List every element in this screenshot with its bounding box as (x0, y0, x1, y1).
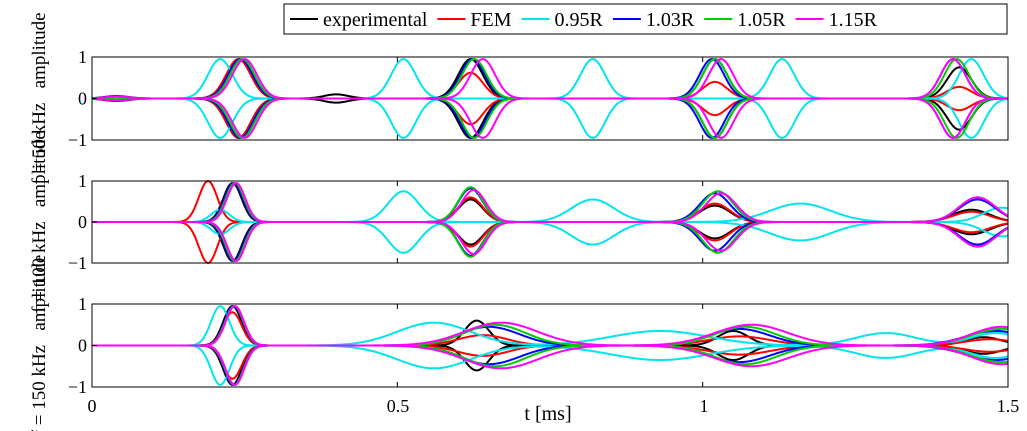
x-tick-label: 0 (88, 396, 97, 416)
panel-2: 1 0 −1 f = 100 kHz amplitude (29, 131, 1009, 313)
y-tick-label: 1 (78, 171, 87, 191)
series-line-1.15R-lower (92, 221, 1008, 262)
series-line-1.05R-lower (92, 221, 1008, 262)
series-group (92, 180, 1008, 264)
legend-label: experimental (323, 9, 428, 31)
series-line-0.95R-lower (92, 344, 1008, 386)
series-line-0.95R-upper (92, 305, 1008, 347)
series-line-1.15R-lower (92, 97, 1008, 139)
panel-3: 10−1f = 150 kHz amplitude (29, 255, 1009, 431)
series-line-1.15R-lower (92, 344, 1008, 386)
legend-entry: 0.95R (521, 9, 604, 31)
y-tick-label: 1 (78, 294, 87, 314)
x-tick-label: 1.5 (997, 396, 1020, 416)
y-tick-label: −1 (68, 253, 87, 273)
y-axis-label: f = 50 kHz amplitude (29, 12, 50, 184)
series-line-1.15R-upper (92, 305, 1008, 347)
legend-entry: experimental (290, 9, 428, 31)
y-tick-label: 0 (78, 212, 87, 232)
legend-entries: experimental FEM 0.95R 1.03R 1.05R 1.15R (290, 9, 878, 31)
panel-1: 1 0 −1 f = 50 kHz amplitude (29, 12, 1009, 185)
y-axis-label: f = 150 kHz amplitude (29, 255, 50, 431)
series-line-0.95R-upper (92, 190, 1008, 223)
legend-entry: 1.03R (612, 9, 695, 31)
legend-label: 1.15R (829, 9, 878, 31)
y-tick-label: −1 (68, 377, 87, 397)
y-tick-label: 0 (78, 89, 87, 109)
y-axis-label: f = 100 kHz amplitude (29, 131, 50, 313)
legend-entry: 1.15R (795, 9, 878, 31)
series-line-1.15R-upper (92, 58, 1008, 100)
legend-entry: 1.05R (704, 9, 786, 31)
x-axis-label: t [ms] (524, 403, 571, 425)
legend-entry: FEM (437, 9, 512, 31)
series-group (92, 305, 1008, 386)
legend-label: 1.05R (737, 9, 786, 31)
series-line-0.95R-lower (92, 221, 1008, 254)
legend-box (283, 3, 1008, 35)
y-tick-label: 0 (78, 336, 87, 356)
x-tick-label: 1 (700, 396, 709, 416)
y-tick-label: −1 (68, 130, 87, 150)
legend-label: FEM (470, 9, 511, 31)
series-group (92, 58, 1008, 139)
x-tick-labels: 0 0.5 1 1.5 (88, 396, 1020, 416)
y-tick-label: 1 (78, 47, 87, 67)
panels-layer: 10−1f = 50 kHz amplitude 10−1f = 100 kHz … (29, 12, 1009, 431)
x-tick-label: 0.5 (387, 396, 410, 416)
legend-label: 1.03R (646, 9, 695, 31)
legend: experimental FEM 0.95R 1.03R 1.05R 1.15R (283, 3, 1008, 35)
series-line-1.05R-upper (92, 182, 1008, 223)
legend-label: 0.95R (555, 9, 604, 31)
